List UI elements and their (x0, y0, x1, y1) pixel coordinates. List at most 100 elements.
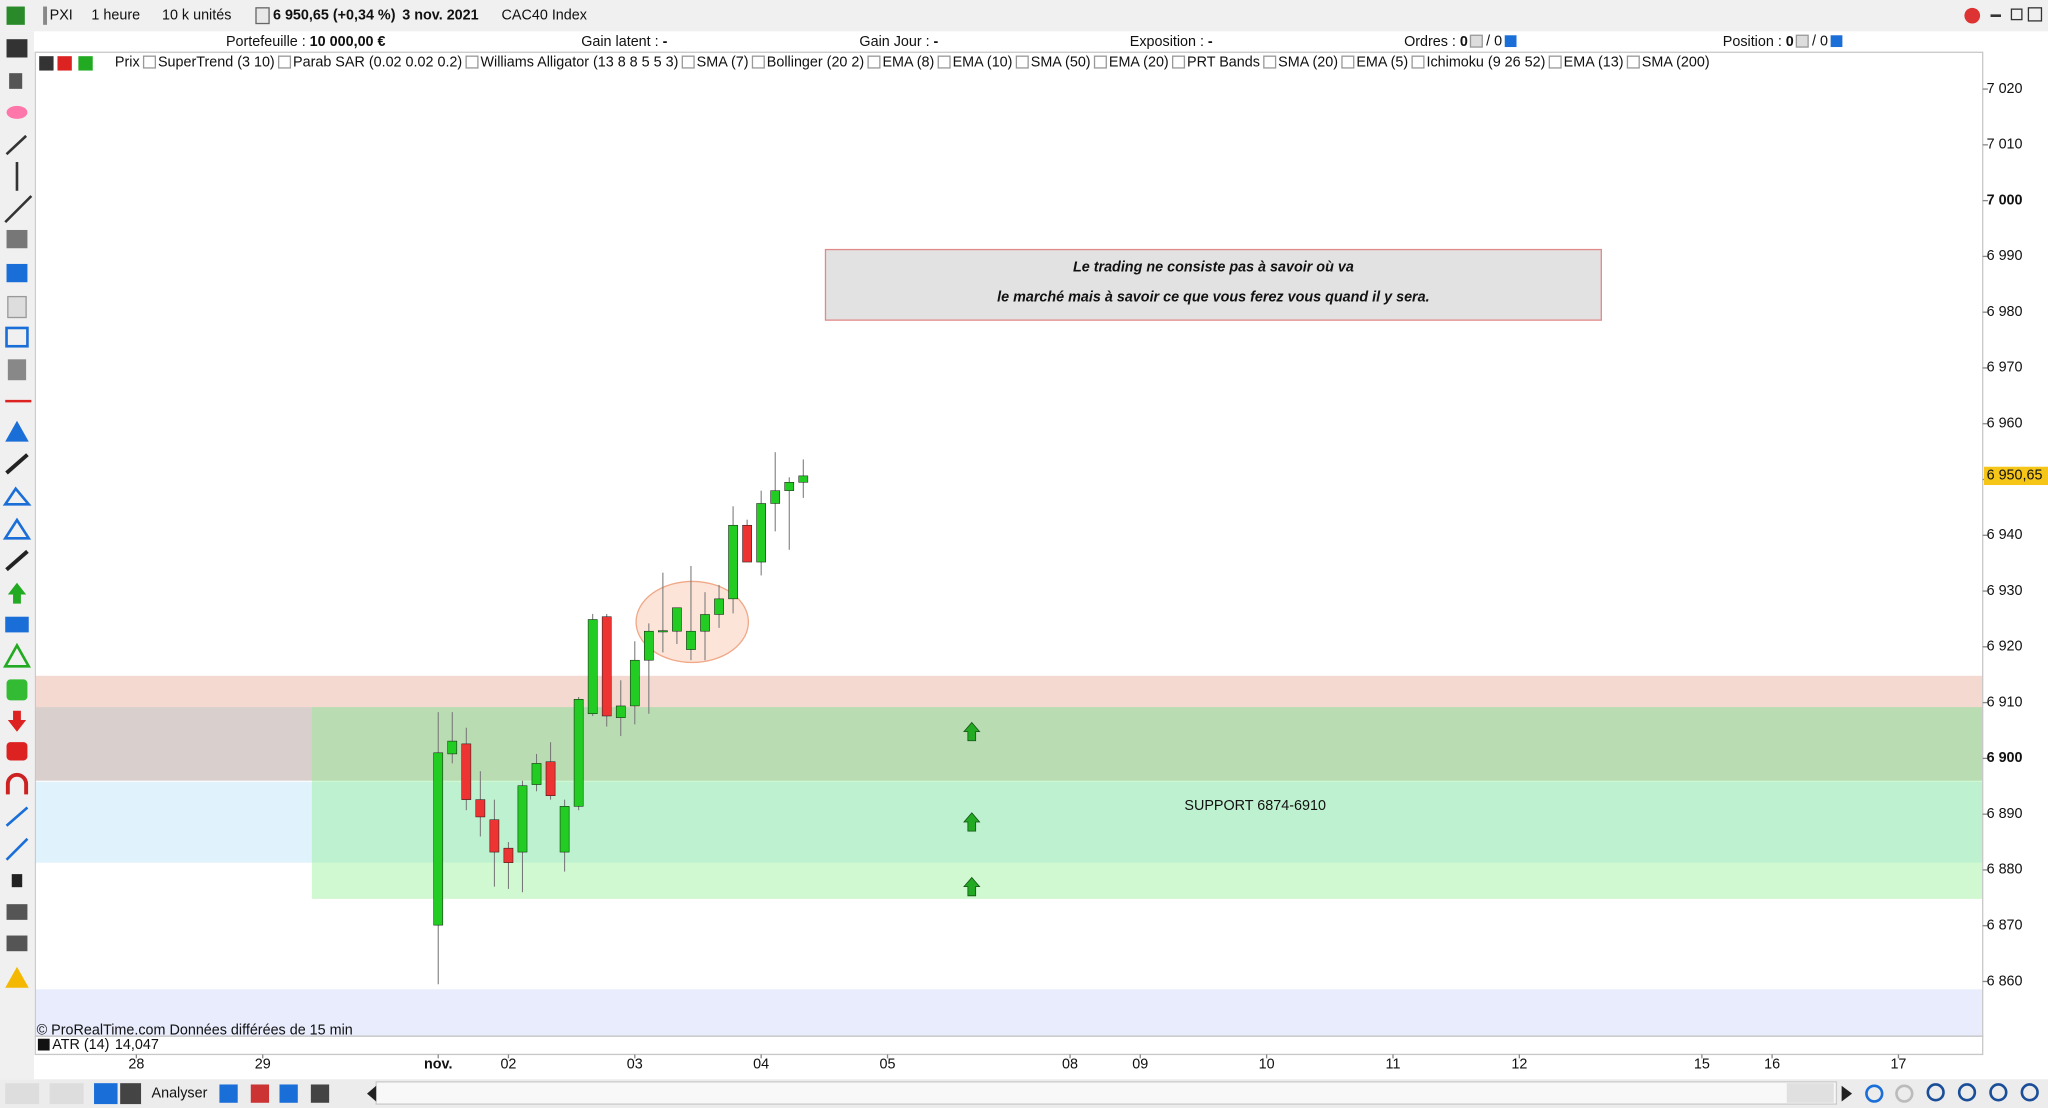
tool[interactable] (6, 229, 28, 249)
indicator-checkbox[interactable] (681, 55, 695, 69)
redo[interactable] (1895, 1084, 1914, 1103)
tool[interactable] (219, 1084, 238, 1103)
zoom-reset[interactable] (2020, 1083, 2039, 1102)
tool[interactable] (7, 359, 27, 381)
tool[interactable] (5, 453, 29, 475)
account-value: - (663, 34, 668, 50)
tool[interactable] (2, 486, 32, 506)
indicator-name[interactable]: PRT Bands (1187, 55, 1260, 71)
indicator-name[interactable]: Williams Alligator (13 8 8 5 5 3) (481, 55, 679, 71)
share[interactable] (94, 1083, 118, 1105)
indicator-checkbox[interactable] (1015, 55, 1029, 69)
tool[interactable] (7, 582, 27, 604)
indicator-checkbox[interactable] (1411, 55, 1425, 69)
tool[interactable] (11, 874, 23, 888)
indicator-checkbox[interactable] (1548, 55, 1562, 69)
tool[interactable] (5, 806, 29, 827)
tool[interactable] (5, 966, 29, 988)
y-tick-label: 6 990 (1987, 248, 2023, 264)
tool[interactable] (5, 420, 29, 442)
indicator-name[interactable]: EMA (5) (1356, 55, 1408, 71)
indicator-checkbox[interactable] (1263, 55, 1277, 69)
scrollbar[interactable] (375, 1081, 1838, 1105)
indicator-checkbox[interactable] (751, 55, 765, 69)
tool[interactable] (5, 549, 29, 572)
tool[interactable] (7, 710, 27, 732)
tool[interactable] (6, 39, 28, 58)
tool[interactable] (7, 295, 27, 319)
indicator-name[interactable]: EMA (10) (953, 55, 1013, 71)
tool[interactable] (6, 742, 28, 761)
indicator-name[interactable]: EMA (8) (882, 55, 934, 71)
indicator-name[interactable]: Prix (115, 55, 141, 71)
tool[interactable] (49, 1083, 84, 1105)
indicator-checkbox[interactable] (867, 55, 881, 69)
indicator-checkbox[interactable] (937, 55, 951, 69)
candle-body (531, 763, 542, 785)
account-value: 0 (1786, 34, 1794, 50)
indicator-name[interactable]: SuperTrend (3 10) (158, 55, 275, 71)
indicator-name[interactable]: EMA (13) (1564, 55, 1624, 71)
tool[interactable] (6, 935, 28, 952)
indicator-checkbox[interactable] (1093, 55, 1107, 69)
candle-body (587, 619, 598, 715)
tool[interactable] (6, 904, 28, 920)
tool[interactable] (5, 616, 29, 633)
tool[interactable] (6, 263, 28, 283)
x-tick-label: 02 (500, 1057, 516, 1073)
refresh-icon[interactable] (1964, 7, 1981, 24)
indicator-checkbox[interactable] (277, 55, 292, 69)
account-label: Portefeuille : (226, 34, 306, 50)
tool[interactable] (6, 679, 28, 701)
indicator-name[interactable]: Parab SAR (0.02 0.02 0.2) (293, 55, 462, 71)
indicator-panel-value: 14,047 (115, 1037, 159, 1053)
indicator-checkbox[interactable] (1341, 55, 1355, 69)
tool[interactable] (5, 1083, 40, 1105)
analyze-button[interactable]: Analyser (152, 1085, 208, 1101)
indicator-checkbox[interactable] (1172, 55, 1186, 69)
y-tick-label: 6 910 (1987, 694, 2023, 710)
zoom-out[interactable] (1957, 1083, 1977, 1102)
scroll-right[interactable] (1841, 1085, 1853, 1102)
tool[interactable] (4, 195, 33, 224)
indicator-name[interactable]: EMA (20) (1109, 55, 1169, 71)
minimize[interactable] (1990, 14, 2001, 17)
indicator-checkbox[interactable] (1626, 55, 1640, 69)
tool[interactable] (310, 1084, 330, 1103)
tool[interactable] (120, 1083, 142, 1105)
annotation-box (824, 248, 1602, 321)
tool[interactable] (2, 642, 31, 668)
indicator-name[interactable]: Ichimoku (9 26 52) (1426, 55, 1545, 71)
candle-body (742, 524, 752, 563)
indicator-tool[interactable] (57, 56, 72, 71)
tool[interactable] (5, 134, 28, 156)
restore[interactable] (2010, 8, 2023, 21)
indicator-checkbox[interactable] (465, 55, 479, 69)
tool[interactable] (6, 105, 28, 119)
tool[interactable] (9, 73, 23, 89)
tool[interactable] (5, 326, 29, 348)
tool[interactable] (2, 517, 32, 540)
chart-icon[interactable] (6, 6, 25, 25)
indicator-tool[interactable] (78, 56, 93, 71)
zoom-in[interactable] (1989, 1083, 2008, 1102)
tool[interactable] (5, 837, 29, 861)
indicator-name[interactable]: Bollinger (20 2) (767, 55, 864, 71)
indicator-name[interactable]: SMA (200) (1642, 55, 1710, 71)
bottom-icons (5, 1081, 2039, 1105)
indicator-name[interactable]: SMA (20) (1278, 55, 1338, 71)
indicator-checkbox[interactable] (142, 55, 156, 69)
indicator-name[interactable]: SMA (7) (697, 55, 749, 71)
indicator-tool[interactable] (39, 56, 54, 71)
zoom[interactable] (1926, 1083, 1945, 1102)
undo[interactable] (1865, 1084, 1884, 1103)
tool[interactable] (5, 772, 29, 795)
tool[interactable] (250, 1084, 270, 1103)
x-tick-label: 03 (627, 1057, 643, 1073)
indicator-name[interactable]: SMA (50) (1031, 55, 1091, 71)
info-icon[interactable] (255, 7, 270, 25)
tool[interactable] (279, 1084, 298, 1103)
scroll-thumb[interactable] (1786, 1083, 1834, 1103)
close[interactable] (2027, 7, 2043, 22)
scroll-left[interactable] (367, 1085, 377, 1102)
